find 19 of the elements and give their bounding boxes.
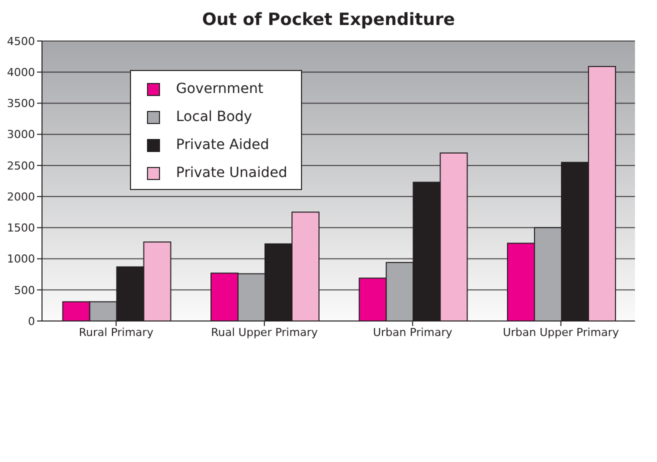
x-tick-label: Rural Primary <box>78 326 154 339</box>
y-tick-label: 4500 <box>7 34 35 48</box>
y-tick-label: 3000 <box>7 128 35 142</box>
legend-label: Private Aided <box>176 137 270 153</box>
y-tick-label: 0 <box>28 314 35 328</box>
y-tick-label: 3500 <box>7 97 35 110</box>
y-tick-label: 1500 <box>7 222 35 235</box>
x-tick-label: Urban Upper Primary <box>502 326 620 339</box>
x-tick-label: Rual Upper Primary <box>211 326 318 339</box>
y-tick-label: 4000 <box>7 66 35 80</box>
y-tick-label: 2000 <box>7 190 35 204</box>
legend-label: Private Unaided <box>176 165 288 181</box>
x-tick-label: Urban Primary <box>372 326 453 339</box>
y-tick-label: 500 <box>14 284 35 297</box>
chart-title: Out of Pocket Expenditure <box>201 10 456 30</box>
legend-label: Local Body <box>176 109 252 125</box>
y-tick-label: 2500 <box>7 159 35 172</box>
y-tick-label: 1000 <box>7 252 35 266</box>
legend-label: Government <box>176 81 264 97</box>
